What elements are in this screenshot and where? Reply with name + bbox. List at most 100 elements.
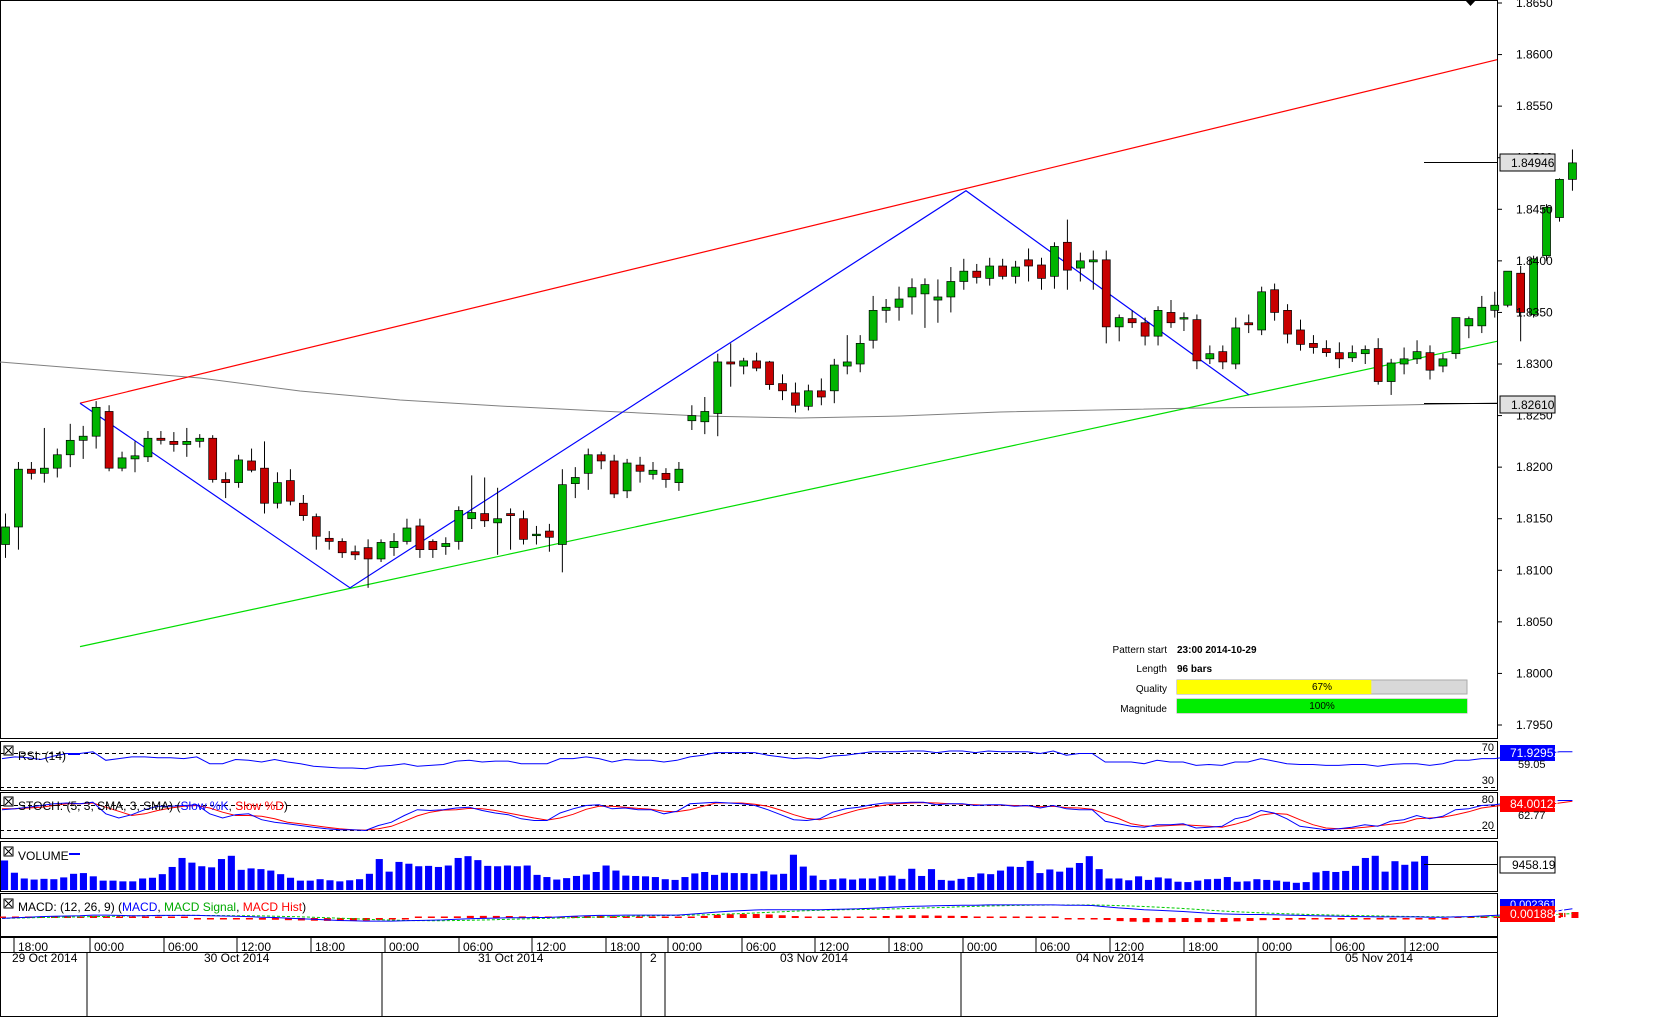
candle-body xyxy=(881,306,891,311)
volume-bar xyxy=(1066,867,1074,890)
candle-body xyxy=(674,468,684,483)
candle-body xyxy=(545,530,554,538)
volume-bar xyxy=(306,880,314,890)
volume-bar xyxy=(1006,866,1014,890)
candle-body xyxy=(726,361,736,365)
candle xyxy=(428,539,438,558)
candle xyxy=(1503,270,1513,308)
candle-body xyxy=(247,460,256,471)
volume-bar xyxy=(878,876,886,890)
volume-bar xyxy=(1302,882,1310,890)
volume-bar xyxy=(1292,882,1300,890)
volume-bar xyxy=(247,868,255,890)
candle-body xyxy=(739,360,749,367)
stoch-value: 84.00121 xyxy=(1510,797,1560,811)
candle xyxy=(78,425,88,459)
macd-hist-bar xyxy=(414,916,422,918)
volume-bar xyxy=(809,875,817,890)
macd-hist-bar xyxy=(895,915,903,918)
volume-bar xyxy=(1154,877,1162,890)
candle-body xyxy=(1529,258,1538,315)
macd-hist-bar xyxy=(1064,918,1072,920)
rsi-level-low: 30 xyxy=(1482,775,1494,787)
candle xyxy=(583,448,593,490)
candle-body xyxy=(570,477,580,484)
macd-hist-bar xyxy=(206,918,214,920)
macd-hist-bar xyxy=(1337,918,1345,920)
volume-bar xyxy=(267,870,275,890)
macd-hist-bar xyxy=(726,914,734,918)
candle xyxy=(493,487,502,555)
macd-hist-bar xyxy=(401,918,409,920)
volume-bar xyxy=(1342,870,1350,890)
macd-hist-bar xyxy=(1142,918,1150,923)
macd-hist-bar xyxy=(765,914,773,918)
volume-panel[interactable] xyxy=(0,841,1498,892)
volume-bar xyxy=(1371,855,1379,890)
volume-bar xyxy=(927,869,936,890)
candle-body xyxy=(441,543,451,547)
candle xyxy=(1114,314,1124,342)
stoch-k-legend: Slow %K xyxy=(180,799,228,813)
candle xyxy=(1270,283,1279,321)
candle xyxy=(1257,286,1267,336)
volume-indicator: VOLUME 9458.19 xyxy=(1,846,1556,890)
macd-hist-bar xyxy=(505,916,513,918)
volume-bar xyxy=(129,881,137,890)
price-tick-label: 1.8050 xyxy=(1516,615,1553,629)
macd-hist-bar xyxy=(492,915,500,918)
macd-hist-bar xyxy=(921,915,929,918)
time-tick-label: 12:00 xyxy=(1114,940,1144,954)
candle xyxy=(648,461,658,480)
candle-body xyxy=(1309,343,1318,348)
candle xyxy=(1063,219,1072,290)
macd-hist-bar xyxy=(804,916,812,918)
candle-body xyxy=(130,455,140,460)
candle-body xyxy=(829,364,839,392)
candle xyxy=(1334,342,1344,369)
macd-value: 0.0018841 xyxy=(1510,907,1567,921)
candle xyxy=(933,279,943,323)
macd-hist-bar xyxy=(570,916,578,918)
scroll-marker-icon[interactable] xyxy=(1465,0,1476,6)
macd-hist-bar xyxy=(661,916,669,918)
candle xyxy=(959,258,969,290)
price-tick-label: 1.8550 xyxy=(1516,99,1553,113)
volume-bar xyxy=(346,880,354,890)
candle-body xyxy=(1179,317,1189,320)
macd-hist-bar xyxy=(1116,918,1124,922)
candle-body xyxy=(816,390,826,398)
candle-body xyxy=(376,542,386,560)
candle-body xyxy=(687,415,697,422)
macd-hist-bar xyxy=(1272,918,1280,920)
candle-body xyxy=(804,390,813,407)
price-panel[interactable] xyxy=(0,0,1498,739)
candle xyxy=(816,378,826,406)
candle xyxy=(402,518,412,545)
candle xyxy=(1347,345,1357,362)
candle-body xyxy=(27,468,36,474)
volume-bar xyxy=(1095,869,1103,890)
volume-bar xyxy=(208,867,216,890)
stoch-level-high: 80 xyxy=(1482,794,1494,806)
candle-body xyxy=(1516,272,1526,313)
volume-bar xyxy=(1194,880,1202,890)
volume-bar xyxy=(109,880,117,890)
candle xyxy=(1166,300,1176,328)
time-tick-label: 12:00 xyxy=(819,940,849,954)
macd-line xyxy=(1,904,1573,922)
volume-bar xyxy=(286,877,295,890)
candle-body xyxy=(1153,310,1163,337)
macd-hist-bar xyxy=(336,918,344,922)
candle-body xyxy=(1386,362,1396,382)
macd-hist-bar xyxy=(674,916,682,918)
candle xyxy=(674,461,684,491)
rsi-panel[interactable] xyxy=(0,741,1498,791)
candle-body xyxy=(221,479,230,483)
volume-bar xyxy=(533,874,541,890)
candle-body xyxy=(1322,348,1331,354)
stoch-panel[interactable] xyxy=(0,792,1498,839)
candle-body xyxy=(286,480,295,502)
volume-bar xyxy=(277,874,285,890)
candle xyxy=(1555,178,1564,222)
